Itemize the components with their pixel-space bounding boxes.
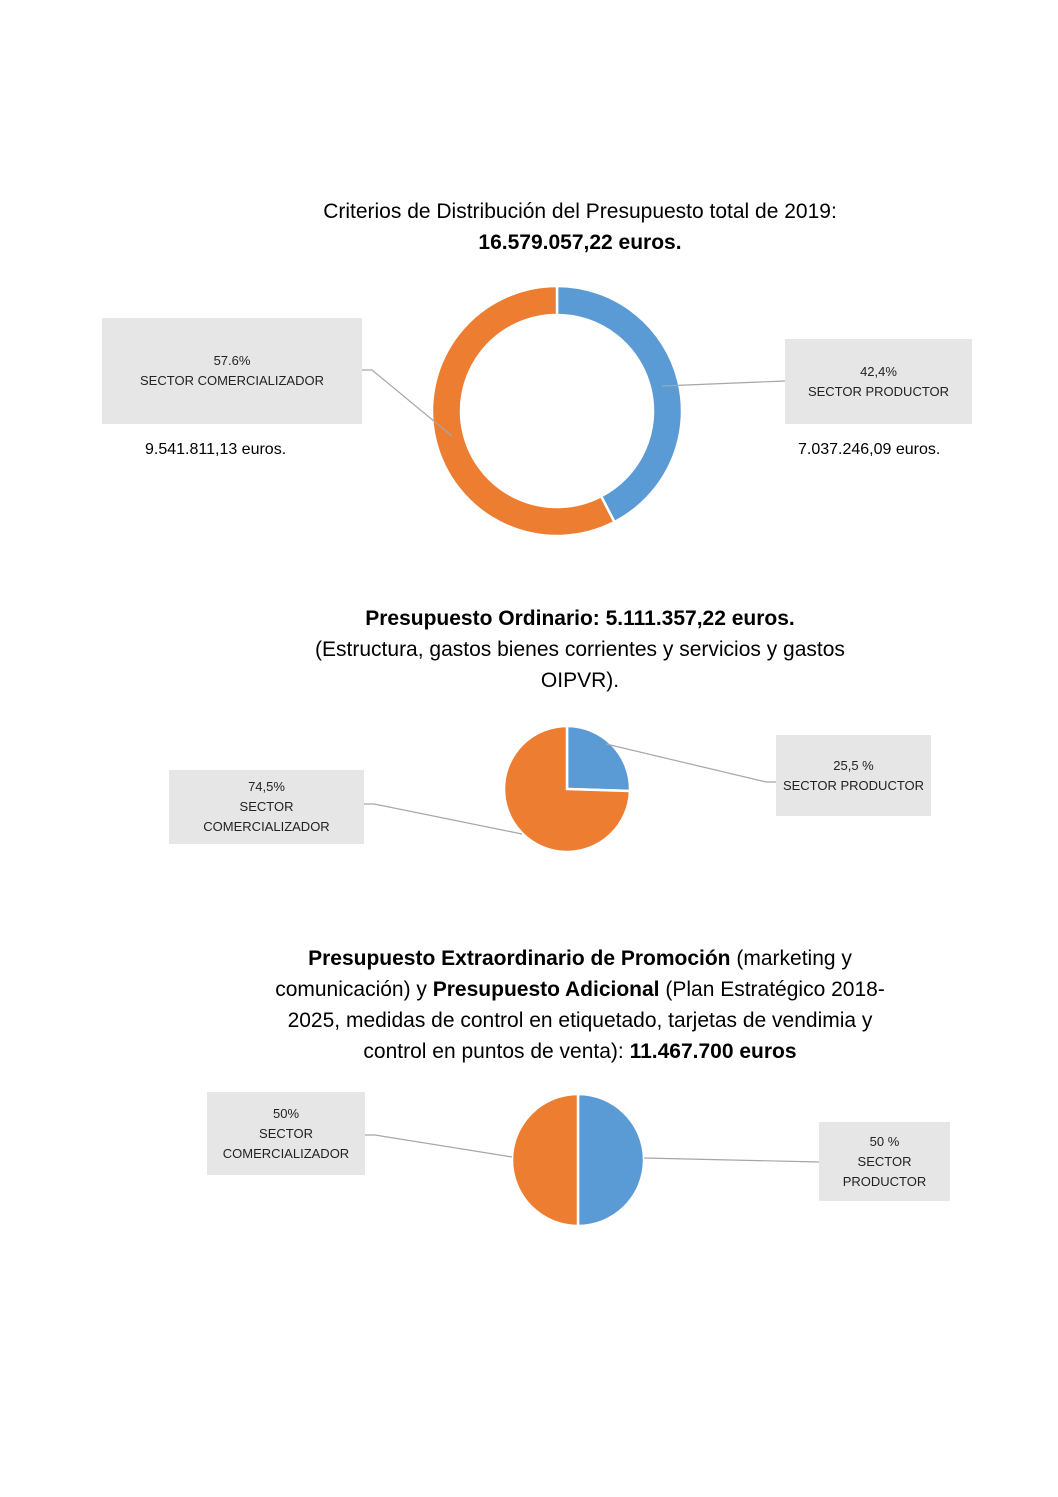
label-name-line2: COMERCIALIZADOR xyxy=(222,1145,350,1161)
leader-comercializador-ordinario xyxy=(364,803,523,835)
label-name: SECTOR PRODUCTOR xyxy=(782,777,925,793)
label-pct: 74,5% xyxy=(248,779,285,794)
section2-title-line3: OIPVR). xyxy=(540,669,620,692)
label-productor-total: 42,4% SECTOR PRODUCTOR xyxy=(785,339,972,424)
section3-title-line1: Presupuesto Extraordinario de Promoción … xyxy=(308,947,852,970)
label-pct: 50 % xyxy=(869,1133,900,1149)
label-name: SECTOR COMERCIALIZADOR xyxy=(140,373,324,388)
label-name-line1: SECTOR xyxy=(857,1153,912,1169)
section1-title-total: 16.579.057,22 euros. xyxy=(478,231,682,254)
label-name-line1: SECTOR xyxy=(259,1125,313,1141)
label-comercializador-ordinario: 74,5% SECTOR COMERCIALIZADOR xyxy=(169,770,364,844)
label-name: SECTOR PRODUCTOR xyxy=(807,383,950,399)
section1-title-line1: Criterios de Distribución del Presupuest… xyxy=(323,200,837,223)
leader-lines xyxy=(362,369,820,1163)
leader-productor-ordinario xyxy=(605,743,776,783)
label-name-line1: SECTOR xyxy=(239,799,294,814)
slice-productor xyxy=(565,724,632,793)
section3-title-line3: 2025, medidas de control en etiquetado, … xyxy=(287,1009,873,1032)
section2-title: Presupuesto Ordinario: 5.111.357,22 euro… xyxy=(200,603,960,696)
slice-comercializador xyxy=(430,284,617,538)
amount-productor: 7.037.246,09 euros. xyxy=(798,441,941,458)
section2-title-line1: Presupuesto Ordinario: 5.111.357,22 euro… xyxy=(365,607,795,630)
leader-productor-total xyxy=(661,380,786,387)
slice-comercializador xyxy=(510,1092,580,1228)
slice-productor xyxy=(555,284,684,524)
label-pct: 25,5 % xyxy=(833,757,874,773)
leader-productor-extra xyxy=(643,1157,820,1163)
label-pct: 42,4% xyxy=(860,363,897,379)
section3-title-line2: comunicación) y Presupuesto Adicional (P… xyxy=(275,978,885,1001)
pie-chart-ordinario xyxy=(502,724,632,854)
donut-chart-total xyxy=(430,284,684,538)
leader-comercializador-extra xyxy=(365,1134,513,1158)
section2-title-line2: (Estructura, gastos bienes corrientes y … xyxy=(315,638,845,661)
label-pct: 57.6% xyxy=(213,353,251,368)
leader-comercializador-total xyxy=(362,369,453,437)
label-productor-ordinario: 25,5 % SECTOR PRODUCTOR xyxy=(776,735,931,816)
amount-comercializador: 9.541.811,13 euros. xyxy=(145,441,287,458)
label-name-line2: PRODUCTOR xyxy=(842,1173,927,1189)
label-pct: 50% xyxy=(272,1105,300,1121)
section1-title: Criterios de Distribución del Presupuest… xyxy=(200,196,960,258)
slice-comercializador xyxy=(502,724,632,854)
slice-productor xyxy=(576,1092,646,1228)
pie-chart-extraordinario xyxy=(510,1092,646,1228)
label-productor-extra: 50 % SECTOR PRODUCTOR xyxy=(819,1122,950,1201)
label-name-line2: COMERCIALIZADOR xyxy=(203,819,330,834)
label-comercializador-total: 57.6% SECTOR COMERCIALIZADOR xyxy=(102,318,362,424)
label-comercializador-extra: 50% SECTOR COMERCIALIZADOR xyxy=(207,1092,365,1175)
section3-title: Presupuesto Extraordinario de Promoción … xyxy=(200,943,960,1067)
section3-title-line4: control en puntos de venta): 11.467.700 … xyxy=(363,1040,797,1063)
